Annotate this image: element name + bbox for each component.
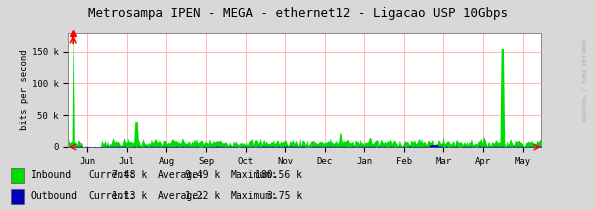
Text: Average:: Average: <box>158 191 205 201</box>
Text: 7.48 k: 7.48 k <box>112 170 148 180</box>
Text: 3.75 k: 3.75 k <box>267 191 302 201</box>
Text: 9.49 k: 9.49 k <box>185 170 220 180</box>
Text: Maximum:: Maximum: <box>231 191 278 201</box>
Text: Current:: Current: <box>88 191 135 201</box>
Text: 1.13 k: 1.13 k <box>112 191 148 201</box>
Text: Outbound: Outbound <box>31 191 78 201</box>
Text: Average:: Average: <box>158 170 205 180</box>
Y-axis label: bits per second: bits per second <box>20 50 29 130</box>
Text: 180.56 k: 180.56 k <box>255 170 302 180</box>
Text: Inbound: Inbound <box>31 170 72 180</box>
Text: RRDTOOL / TOBI OETIKER: RRDTOOL / TOBI OETIKER <box>583 39 587 121</box>
Text: Current:: Current: <box>88 170 135 180</box>
Text: 1.22 k: 1.22 k <box>185 191 220 201</box>
Text: Metrosampa IPEN - MEGA - ethernet12 - Ligacao USP 10Gbps: Metrosampa IPEN - MEGA - ethernet12 - Li… <box>87 7 508 20</box>
Text: Maximum:: Maximum: <box>231 170 278 180</box>
